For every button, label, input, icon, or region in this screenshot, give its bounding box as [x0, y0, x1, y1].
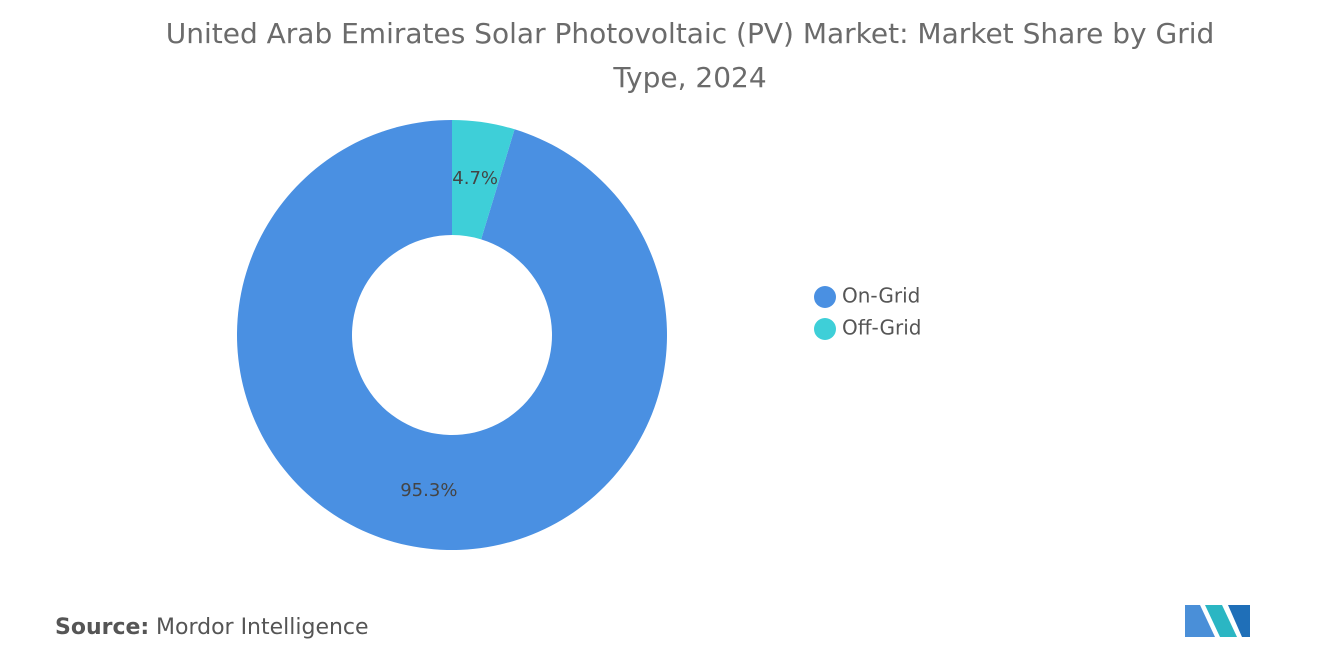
source: Mordor Intelligence [156, 615, 369, 640]
data-label: 4.7% [452, 168, 498, 189]
legend-label: Off-Grid [842, 316, 921, 340]
logo [1185, 605, 1250, 637]
chart-title: United Arab Emirates Solar Photovoltaic … [165, 17, 1215, 94]
donut-slice [236, 120, 667, 550]
legend-marker [814, 286, 836, 308]
data-label: 95.3% [400, 480, 457, 501]
logo-part [1205, 605, 1237, 637]
legend-marker [814, 318, 836, 340]
logo-part [1185, 605, 1215, 637]
legend-label: On-Grid [842, 284, 920, 308]
logo-part [1228, 605, 1250, 637]
source-label: Source: [55, 615, 149, 640]
donut-slice [452, 120, 515, 240]
